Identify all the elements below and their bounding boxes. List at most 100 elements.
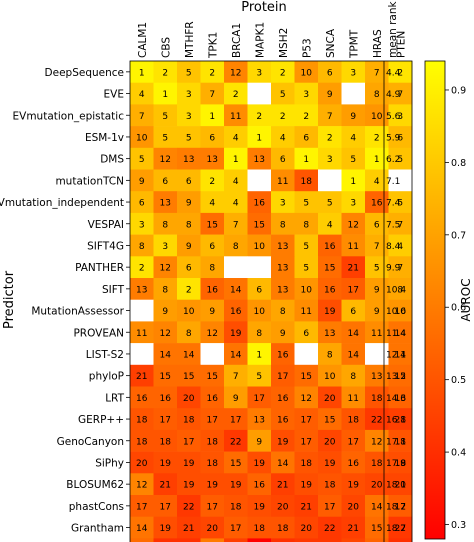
heatmap-cell xyxy=(365,538,389,542)
cell-value: 6 xyxy=(162,177,168,187)
heatmap-cell xyxy=(365,299,389,322)
cell-value: 18 xyxy=(277,524,289,534)
cell-value: 17 xyxy=(301,437,312,447)
heatmap-cell xyxy=(341,495,366,517)
cell-value: 6 xyxy=(256,285,262,295)
heatmap-cell xyxy=(130,321,154,344)
heatmap-cell xyxy=(271,429,295,452)
cell-value: 1 xyxy=(256,350,262,360)
heatmap-cell xyxy=(153,473,178,496)
heatmap-cell xyxy=(130,256,154,279)
cell-value: 21 xyxy=(277,481,288,491)
cell-value: 17 xyxy=(395,502,406,512)
cell-value: 18 xyxy=(371,459,383,469)
cell-value: 2 xyxy=(280,112,286,122)
heatmap-cell xyxy=(177,495,201,517)
cell-value: 14 xyxy=(160,350,172,360)
mean-rank-header: mean rank xyxy=(387,0,399,58)
cell-value: 13 xyxy=(324,329,335,339)
heatmap-cell xyxy=(247,386,272,409)
cell-value: 15 xyxy=(160,372,171,382)
heatmap-cell xyxy=(130,169,154,192)
heatmap-cell xyxy=(365,451,389,474)
heatmap-cell xyxy=(247,364,272,387)
mean-rank-value: 5.6 xyxy=(386,112,401,122)
cell-value: 15 xyxy=(301,372,312,382)
cell-value: 8 xyxy=(350,372,356,382)
row-label: LRT xyxy=(105,392,124,404)
cell-value: 19 xyxy=(301,481,313,491)
heatmap-cell xyxy=(318,364,342,387)
cell-value: 17 xyxy=(348,437,359,447)
heatmap-cell xyxy=(224,212,248,235)
cell-value: 2 xyxy=(209,68,215,78)
heatmap-cell xyxy=(130,408,154,431)
cell-value: 6 xyxy=(186,264,192,274)
cell-value: 7 xyxy=(397,264,403,274)
colorbar-tick-label: 0.4 xyxy=(451,448,466,459)
heatmap-cell xyxy=(153,538,178,542)
cell-value: 8 xyxy=(280,307,286,317)
cell-value: 8 xyxy=(162,285,168,295)
heatmap-cell xyxy=(341,191,366,214)
heatmap-cell xyxy=(130,473,154,496)
heatmap-cell xyxy=(153,408,178,431)
heatmap-cell xyxy=(318,451,342,474)
cell-value: 18 xyxy=(324,481,336,491)
cell-value: 4 xyxy=(374,177,380,187)
heatmap-cell xyxy=(130,191,154,214)
heatmap-cell xyxy=(271,451,295,474)
cell-value: 14 xyxy=(348,329,360,339)
heatmap-cell xyxy=(224,343,248,366)
heatmap-cell xyxy=(177,126,201,149)
cell-value: 21 xyxy=(301,502,312,512)
cell-value: 1 xyxy=(374,155,380,165)
cell-value: 14 xyxy=(395,350,407,360)
cell-value: 22 xyxy=(230,437,241,447)
heatmap-cell xyxy=(153,321,178,344)
cell-value: 15 xyxy=(207,372,218,382)
heatmap-cell xyxy=(365,147,389,170)
mean-rank-value: 17.1 xyxy=(386,437,406,447)
heatmap-cell xyxy=(153,278,178,300)
cell-value: 20 xyxy=(395,481,407,491)
heatmap-cell xyxy=(177,364,201,387)
cell-value: 5 xyxy=(256,372,262,382)
cell-value: 5 xyxy=(139,155,145,165)
cell-value: 3 xyxy=(397,112,403,122)
heatmap-cell xyxy=(224,451,248,474)
cell-value: 6 xyxy=(280,155,286,165)
cell-value: 14 xyxy=(183,350,195,360)
heatmap-cell xyxy=(365,82,389,105)
heatmap-cell xyxy=(130,495,154,517)
mean-rank-value: 10.4 xyxy=(386,285,406,295)
cell-value: 12 xyxy=(348,220,359,230)
cell-value: 7 xyxy=(209,90,215,100)
mean-rank-value: 8.4 xyxy=(386,242,401,252)
heatmap-cell xyxy=(365,495,389,517)
cell-value: 3 xyxy=(350,68,356,78)
heatmap-cell xyxy=(200,104,225,127)
heatmap-cell xyxy=(318,234,342,257)
heatmap-cell xyxy=(130,451,154,474)
heatmap-cell xyxy=(294,278,319,300)
cell-value: 9 xyxy=(209,307,215,317)
heatmap-cell xyxy=(388,386,413,409)
cell-value: 16 xyxy=(395,394,407,404)
cell-value: 1 xyxy=(303,155,309,165)
row-label: EVmutation_epistatic xyxy=(13,110,125,122)
heatmap-cell xyxy=(341,299,366,322)
cell-value: 20 xyxy=(371,481,383,491)
heatmap-cell xyxy=(224,104,248,127)
row-label: mutationTCN xyxy=(55,175,124,187)
cell-value: 5 xyxy=(186,133,192,143)
heatmap-cell xyxy=(224,364,248,387)
cell-value: 16 xyxy=(324,242,336,252)
cell-value: 3 xyxy=(327,155,333,165)
heatmap-cell xyxy=(318,299,342,322)
heatmap-cell xyxy=(247,495,272,517)
row-label: VESPAI xyxy=(88,219,124,231)
heatmap-cell xyxy=(318,212,342,235)
cell-value: 3 xyxy=(186,112,192,122)
heatmap-cell xyxy=(177,473,201,496)
